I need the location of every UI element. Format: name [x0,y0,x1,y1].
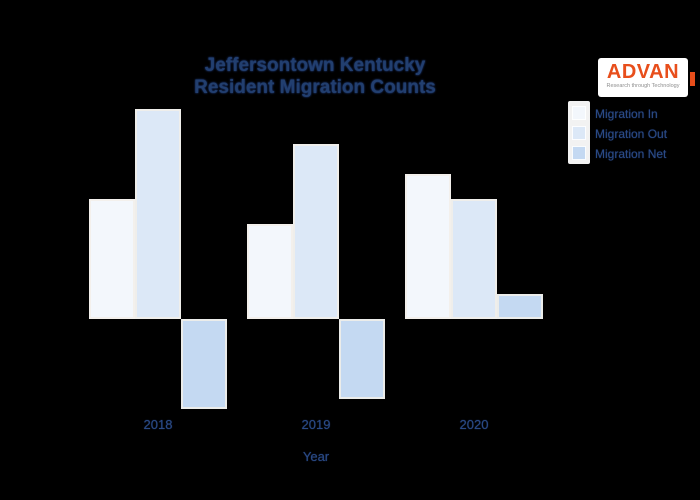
x-tick-2020: 2020 [459,417,489,432]
bar-migration-out-2020[interactable] [451,199,497,319]
advan-logo-tagline: Research through Technology [606,83,680,89]
chart-title: Jeffersontown Kentucky Resident Migratio… [0,55,630,99]
bar-migration-net-2019[interactable] [339,319,385,399]
bar-migration-in-2018[interactable] [89,199,135,319]
bar-migration-in-2019[interactable] [247,224,293,319]
x-tick-2018: 2018 [143,417,173,432]
bar-migration-net-2018[interactable] [181,319,227,409]
x-axis-title: Year [302,449,330,464]
bar-migration-out-2019[interactable] [293,144,339,319]
legend-label-migration-net: Migration Net [595,147,667,161]
bar-migration-net-2020[interactable] [497,294,543,319]
legend-swatch-migration-net [572,146,586,160]
chart-title-line1: Jeffersontown Kentucky [204,55,426,76]
legend-label-migration-out: Migration Out [595,127,668,141]
bar-migration-in-2020[interactable] [405,174,451,319]
advan-logo: ADVAN Research through Technology [598,58,688,97]
legend-swatch-migration-in [572,106,586,120]
legend-swatch-migration-out [572,126,586,140]
x-tick-2019: 2019 [301,417,331,432]
bar-migration-out-2018[interactable] [135,109,181,319]
chart-title-line2: Resident Migration Counts [194,77,436,98]
advan-logo-wordmark: ADVAN [606,61,680,83]
logo-accent-mark [690,72,695,86]
legend-label-migration-in: Migration In [595,107,658,121]
